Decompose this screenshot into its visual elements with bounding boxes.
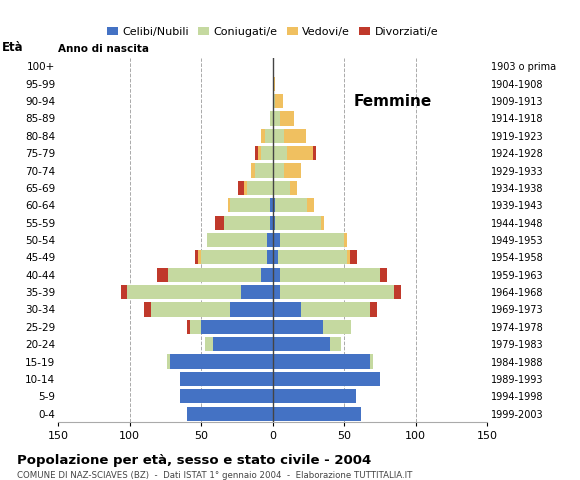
Bar (201, 320, 273, 334)
Bar (273, 111, 280, 126)
Text: Anno di nascita: Anno di nascita (58, 44, 149, 54)
Bar (247, 181, 273, 195)
Bar (287, 146, 313, 160)
Text: Femmine: Femmine (354, 94, 432, 109)
Bar (238, 181, 244, 195)
Bar (261, 268, 273, 282)
Bar (267, 250, 273, 264)
Bar (195, 250, 198, 264)
Bar (190, 320, 201, 334)
Bar (273, 320, 322, 334)
Bar (151, 302, 230, 317)
Bar (380, 268, 387, 282)
Bar (166, 354, 169, 369)
Bar (255, 163, 273, 178)
Bar (187, 320, 190, 334)
Bar (230, 198, 270, 212)
Bar (270, 198, 273, 212)
Bar (180, 372, 273, 386)
Bar (273, 198, 275, 212)
Bar (266, 129, 273, 143)
Bar (273, 94, 275, 108)
Bar (215, 216, 224, 230)
Bar (169, 354, 273, 369)
Bar (301, 302, 370, 317)
Bar (207, 233, 267, 247)
Bar (350, 250, 357, 264)
Bar (273, 76, 275, 91)
Bar (394, 285, 401, 299)
Bar (241, 285, 273, 299)
Bar (276, 94, 282, 108)
Bar (273, 146, 287, 160)
Bar (273, 181, 290, 195)
Bar (267, 233, 273, 247)
Bar (205, 337, 212, 351)
Bar (261, 129, 266, 143)
Bar (280, 285, 394, 299)
Bar (273, 129, 284, 143)
Bar (270, 111, 273, 126)
Bar (244, 181, 247, 195)
Bar (347, 250, 350, 264)
Bar (273, 268, 280, 282)
Bar (290, 181, 297, 195)
Bar (276, 216, 321, 230)
Bar (144, 302, 151, 317)
Bar (370, 354, 373, 369)
Bar (255, 146, 258, 160)
Bar (280, 268, 380, 282)
Legend: Celibi/Nubili, Coniugati/e, Vedovi/e, Divorziati/e: Celibi/Nubili, Coniugati/e, Vedovi/e, Di… (107, 27, 438, 37)
Bar (273, 354, 370, 369)
Bar (157, 268, 168, 282)
Bar (280, 233, 344, 247)
Bar (180, 389, 273, 404)
Bar (273, 407, 361, 421)
Bar (168, 268, 261, 282)
Bar (273, 302, 301, 317)
Bar (284, 163, 301, 178)
Bar (313, 146, 316, 160)
Bar (258, 146, 261, 160)
Bar (273, 250, 278, 264)
Bar (230, 302, 273, 317)
Bar (276, 198, 307, 212)
Bar (273, 285, 280, 299)
Text: Popolazione per età, sesso e stato civile - 2004: Popolazione per età, sesso e stato civil… (17, 454, 372, 467)
Bar (229, 198, 230, 212)
Bar (330, 337, 341, 351)
Bar (307, 198, 314, 212)
Text: COMUNE DI NAZ-SCIAVES (BZ)  -  Dati ISTAT 1° gennaio 2004  -  Elaborazione TUTTI: COMUNE DI NAZ-SCIAVES (BZ) - Dati ISTAT … (17, 471, 413, 480)
Bar (261, 146, 273, 160)
Bar (344, 233, 347, 247)
Bar (284, 129, 306, 143)
Bar (273, 372, 380, 386)
Bar (273, 216, 275, 230)
Bar (251, 163, 255, 178)
Bar (198, 250, 201, 264)
Bar (280, 111, 294, 126)
Bar (273, 337, 330, 351)
Bar (187, 407, 273, 421)
Bar (321, 216, 324, 230)
Text: Età: Età (2, 41, 24, 54)
Bar (121, 285, 126, 299)
Bar (273, 233, 280, 247)
Bar (201, 250, 267, 264)
Bar (273, 163, 284, 178)
Bar (322, 320, 351, 334)
Bar (273, 389, 356, 404)
Bar (278, 250, 347, 264)
Bar (212, 337, 273, 351)
Bar (224, 216, 270, 230)
Bar (370, 302, 377, 317)
Bar (126, 285, 241, 299)
Bar (270, 216, 273, 230)
